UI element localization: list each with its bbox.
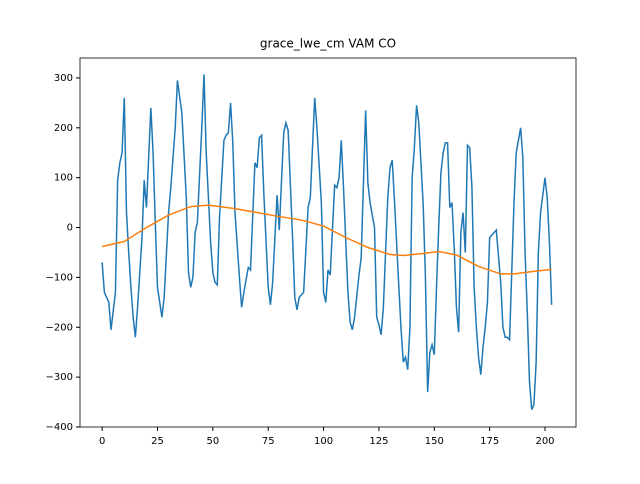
plot-frame <box>79 57 577 428</box>
line <box>101 204 552 275</box>
x-tick-label: 100 <box>314 436 333 447</box>
x-tick-label: 125 <box>369 436 388 447</box>
y-tick-label: −400 <box>46 422 73 433</box>
y-tick-label: −200 <box>46 322 73 333</box>
x-tick-label: 150 <box>425 436 444 447</box>
chart-title: grace_lwe_cm VAM CO <box>260 37 396 51</box>
y-tick-label: −100 <box>46 272 73 283</box>
x-tick-label: 50 <box>206 436 219 447</box>
x-tick-label: 175 <box>480 436 499 447</box>
y-tick-label: 200 <box>54 123 73 134</box>
y-tick-label: 100 <box>54 173 73 184</box>
x-tick-label: 25 <box>151 436 164 447</box>
x-tick-label: 200 <box>535 436 554 447</box>
y-tick-label: 0 <box>67 223 73 234</box>
x-tick-label: 75 <box>262 436 275 447</box>
y-tick-label: 300 <box>54 73 73 84</box>
y-tick-label: −300 <box>46 372 73 383</box>
line <box>101 74 553 410</box>
x-tick-label: 0 <box>99 436 105 447</box>
